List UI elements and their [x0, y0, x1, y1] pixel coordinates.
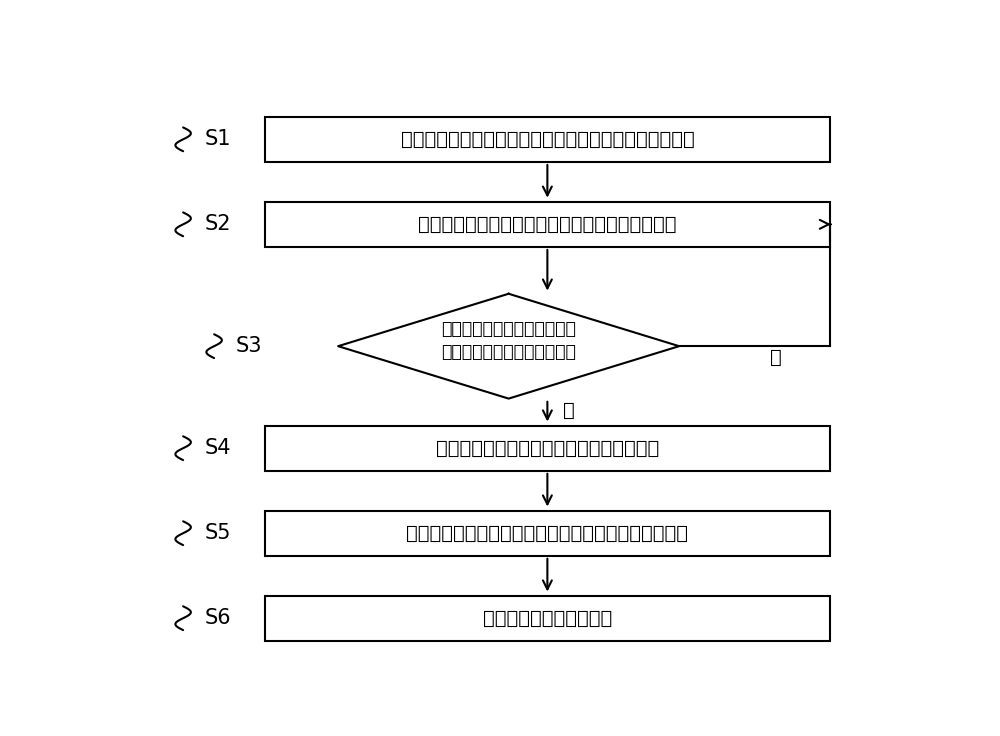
Text: S3: S3 — [236, 336, 262, 356]
Text: 在各整点时间，遍寻各实况输出点的天气实况数据: 在各整点时间，遍寻各实况输出点的天气实况数据 — [418, 215, 677, 234]
Text: S4: S4 — [205, 438, 231, 459]
Text: 将数据信息插入气象事件对应的模板中，获得融合快报: 将数据信息插入气象事件对应的模板中，获得融合快报 — [406, 524, 688, 542]
FancyBboxPatch shape — [264, 117, 830, 162]
Text: 利用智能插値算法调用数据库中的数据信息: 利用智能插値算法调用数据库中的数据信息 — [436, 439, 659, 458]
FancyBboxPatch shape — [264, 511, 830, 556]
Text: 判断第一预设条件下各气象事
件的影响力是否超过触发阈值: 判断第一预设条件下各气象事 件的影响力是否超过触发阈值 — [441, 319, 576, 361]
Text: 对第一预设条件下的气象事件进行信息采集并建立模板库: 对第一预设条件下的气象事件进行信息采集并建立模板库 — [400, 130, 694, 149]
Text: S2: S2 — [205, 214, 231, 234]
Text: S1: S1 — [205, 130, 231, 149]
Text: 是: 是 — [563, 400, 575, 420]
FancyBboxPatch shape — [264, 425, 830, 471]
Text: 将融合快报发送至移动端: 将融合快报发送至移动端 — [483, 609, 612, 628]
FancyBboxPatch shape — [264, 595, 830, 641]
Polygon shape — [338, 294, 679, 399]
Text: S5: S5 — [205, 523, 231, 543]
Text: 否: 否 — [770, 348, 782, 367]
FancyBboxPatch shape — [264, 202, 830, 247]
Text: S6: S6 — [205, 608, 231, 629]
